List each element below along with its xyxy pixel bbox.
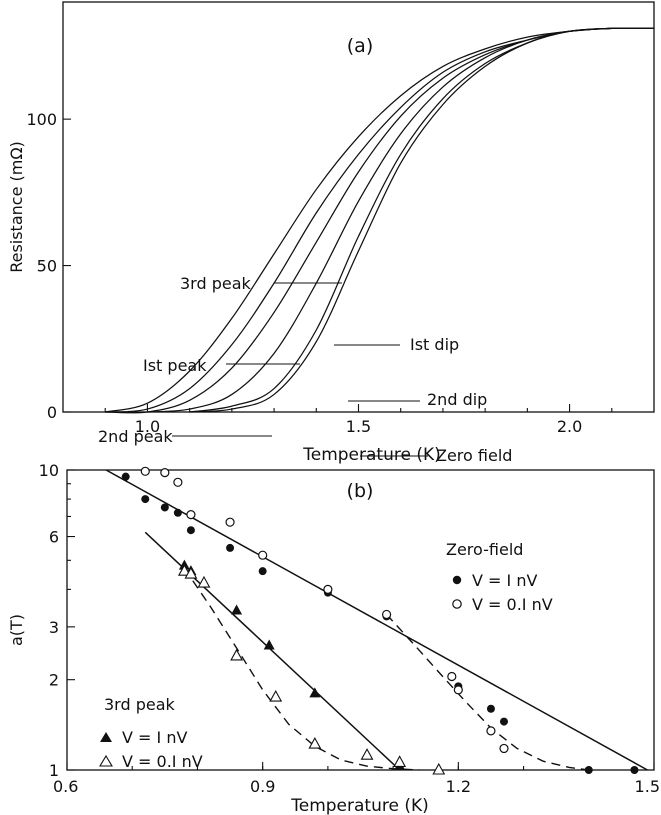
label-1st-dip: Ist dip — [410, 335, 459, 354]
panel-a-x-ticks: 1.0 1.5 2.0 — [104, 404, 613, 436]
curve-2nd-dip — [189, 27, 655, 413]
point-open-triangle — [197, 575, 211, 588]
point-open-circle — [173, 477, 183, 487]
panel-b-y-ticks: 1 2 3 6 10 — [39, 461, 75, 780]
point-filled-circle — [499, 717, 508, 726]
panel-a-y-tick-label: 100 — [26, 110, 57, 129]
panel-b-points — [121, 466, 639, 775]
curve-3rd-peak — [105, 27, 655, 413]
point-filled-circle — [173, 508, 182, 517]
point-filled-circle — [186, 526, 195, 535]
point-filled-circle — [258, 567, 267, 576]
point-open-triangle — [393, 755, 407, 767]
legend-zero-field-entry-2: V = 0.I nV — [472, 595, 553, 614]
point-filled-circle — [141, 495, 150, 504]
panel-b-x-tick-label: 1.2 — [446, 777, 471, 796]
point-filled-circle — [630, 766, 639, 774]
point-open-circle — [258, 550, 268, 560]
panel-a-x-tick-label: 1.5 — [346, 417, 371, 436]
panel-a-y-ticks: 0 50 100 — [26, 110, 71, 422]
panel-b-y-tick-label: 6 — [49, 528, 59, 547]
point-open-circle — [323, 584, 333, 594]
legend-open-circle-marker — [452, 599, 462, 609]
panel-b-label: (b) — [347, 480, 374, 502]
panel-b-x-tick-label: 0.6 — [53, 777, 78, 796]
panel-a-curves — [105, 27, 655, 414]
point-open-circle — [160, 468, 170, 478]
panel-b-x-ticks: 0.6 0.9 1.2 1.5 — [53, 762, 660, 796]
panel-b-y-tick-label: 3 — [49, 618, 59, 637]
panel-b-frame — [66, 469, 655, 771]
point-open-circle — [186, 510, 196, 520]
point-open-circle — [381, 609, 392, 620]
panel-a-y-tick-label: 0 — [47, 403, 57, 422]
panel-b-x-tick-label: 0.9 — [250, 777, 275, 796]
legend-3rd-peak-title: 3rd peak — [104, 695, 176, 714]
point-filled-circle — [584, 766, 593, 774]
fit-line-solid — [105, 469, 648, 771]
point-filled-triangle — [263, 639, 275, 650]
point-open-triangle — [432, 762, 446, 775]
panel-a-y-tick-label: 50 — [37, 257, 57, 276]
legend-zero-field: Zero-field V = I nV V = 0.I nV — [446, 540, 553, 614]
label-1st-peak: Ist peak — [143, 356, 207, 375]
fit-line-dashed — [183, 567, 420, 771]
point-open-circle — [447, 671, 457, 682]
point-open-triangle — [308, 736, 322, 749]
point-filled-circle — [226, 543, 235, 552]
point-filled-circle — [486, 704, 495, 713]
panel-b-y-tick-label: 1 — [49, 761, 59, 780]
point-open-circle — [486, 726, 496, 736]
point-open-circle — [499, 743, 509, 754]
legend-filled-triangle-marker — [100, 732, 112, 742]
legend-zero-field-title: Zero-field — [446, 540, 523, 559]
legend-open-triangle-marker — [99, 754, 113, 767]
panel-b-x-tick-label: 1.5 — [635, 777, 660, 796]
panel-b-x-axis-label: Temperature (K) — [290, 796, 429, 815]
point-filled-triangle — [231, 604, 243, 615]
point-filled-triangle — [309, 687, 321, 698]
panel-a-frame — [62, 1, 655, 413]
curve-zero-field — [189, 27, 655, 413]
panel-b-y-tick-label: 2 — [49, 671, 59, 690]
legend-3rd-peak: 3rd peak V = I nV V = 0.I nV — [99, 695, 203, 771]
legend-filled-circle-marker — [452, 575, 462, 585]
point-filled-circle — [160, 503, 169, 512]
panel-a-x-tick-label: 1.0 — [135, 417, 160, 436]
legend-3rd-peak-entry-2: V = 0.I nV — [122, 752, 203, 771]
point-open-triangle — [230, 648, 244, 661]
panel-a-label: (a) — [347, 35, 373, 57]
point-open-triangle — [177, 564, 191, 576]
point-open-triangle — [184, 566, 198, 579]
label-3rd-peak: 3rd peak — [180, 274, 252, 293]
label-2nd-dip: 2nd dip — [427, 390, 487, 409]
curve-1st-peak — [105, 27, 655, 413]
label-zero-field: Zero field — [436, 446, 512, 465]
fit-line-dashed — [386, 613, 589, 771]
panel-a-x-axis-label: Temperature (K) — [302, 445, 441, 465]
legend-3rd-peak-entry-1: V = I nV — [122, 728, 187, 747]
point-open-triangle — [360, 748, 374, 760]
point-open-circle — [140, 466, 150, 476]
panel-b-y-tick-label: 10 — [39, 461, 59, 480]
legend-zero-field-entry-1: V = I nV — [472, 571, 537, 590]
point-filled-circle — [121, 472, 130, 481]
point-open-circle — [453, 685, 463, 695]
panel-a-x-tick-label: 2.0 — [557, 417, 582, 436]
point-open-circle — [225, 517, 235, 527]
panel-a: (a) 1.0 1.5 2.0 0 50 100 Temperature (K) Res… — [7, 1, 655, 465]
panel-b-y-axis-label: a(T) — [7, 614, 26, 646]
panel-a-y-axis-label: Resistance (mΩ) — [7, 141, 26, 273]
label-2nd-peak: 2nd peak — [98, 427, 173, 446]
point-open-triangle — [269, 689, 283, 702]
